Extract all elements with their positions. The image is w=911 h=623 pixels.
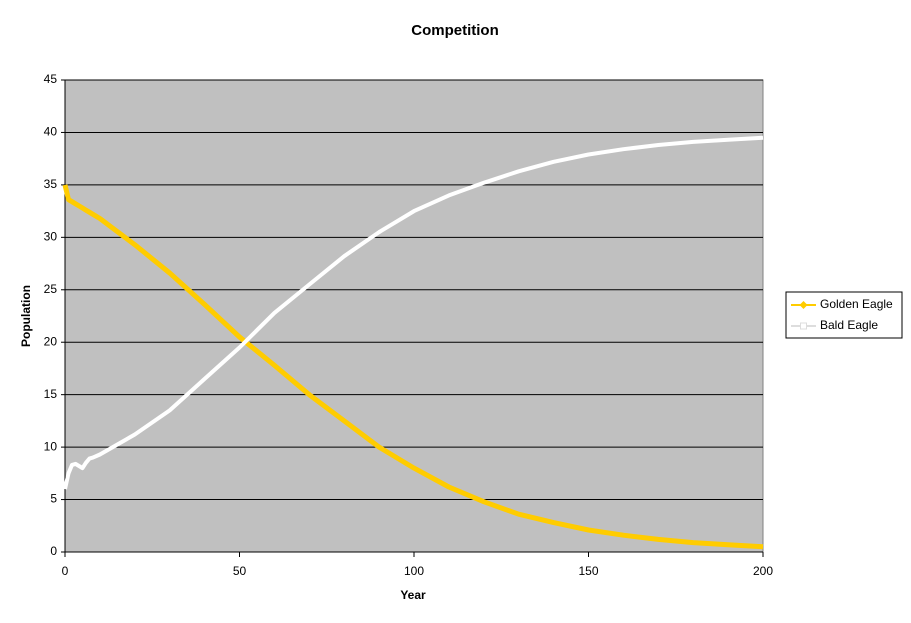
x-axis-title: Year	[400, 588, 426, 602]
x-tick-label: 200	[753, 564, 773, 578]
y-axis-title: Population	[19, 285, 33, 347]
y-tick-label: 15	[44, 387, 58, 401]
series-line	[62, 184, 764, 550]
legend-marker	[800, 322, 807, 330]
y-tick-label: 25	[44, 282, 58, 296]
legend-marker	[799, 301, 808, 309]
legend-label: Bald Eagle	[820, 318, 878, 332]
x-tick-label: 50	[233, 564, 247, 578]
plot-area	[64, 79, 764, 553]
y-tick-label: 35	[44, 177, 58, 191]
y-tick-label: 45	[44, 72, 58, 86]
y-tick-label: 40	[44, 125, 58, 139]
y-tick-label: 20	[44, 334, 58, 348]
series-line	[63, 135, 764, 490]
legend-label: Golden Eagle	[820, 297, 893, 311]
chart-title: Competition	[411, 22, 499, 39]
y-tick-label: 5	[50, 492, 57, 506]
y-tick-label: 30	[44, 230, 58, 244]
legend-box	[785, 291, 903, 339]
x-tick-label: 150	[578, 564, 598, 578]
y-tick-label: 10	[44, 439, 58, 453]
y-tick-label: 0	[50, 544, 57, 558]
x-tick-label: 100	[404, 564, 424, 578]
x-tick-label: 0	[62, 564, 69, 578]
